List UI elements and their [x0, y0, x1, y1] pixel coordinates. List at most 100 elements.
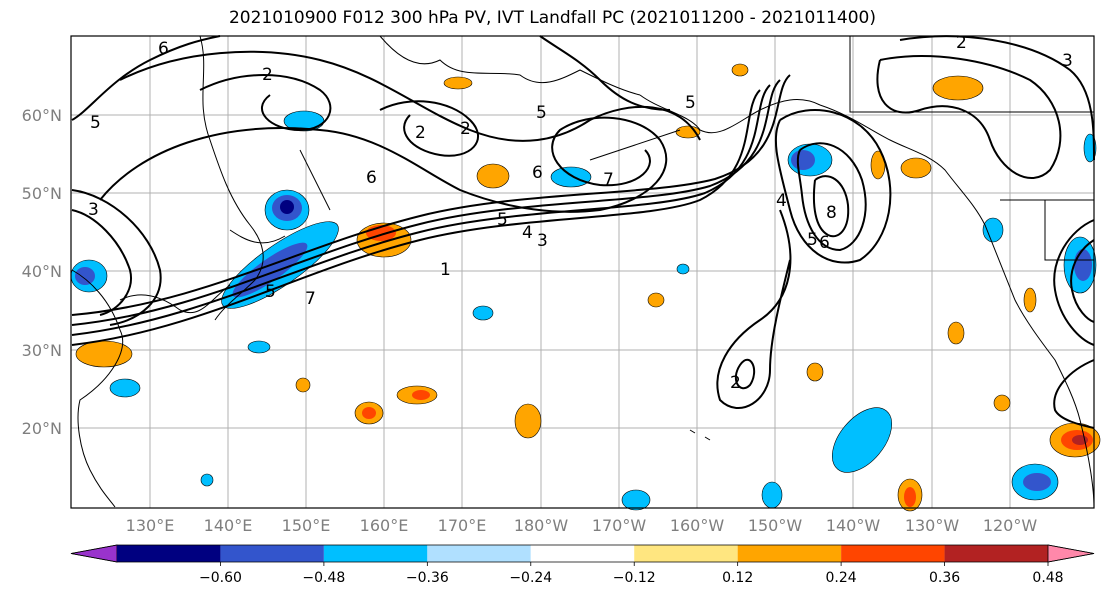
pv-anomaly-negative: [1074, 249, 1092, 281]
colorbar-tick-label: 0.24: [826, 570, 857, 586]
latitude-label: 50°N: [22, 184, 62, 203]
pv-anomaly-positive: [904, 487, 916, 507]
colorbar-segment: [634, 545, 738, 562]
colorbar-segment: [427, 545, 531, 562]
pv-anomaly-negative: [982, 217, 1004, 243]
longitude-label: 180°W: [514, 516, 569, 535]
colorbar-tick-labels: −0.60 −0.48 −0.36 −0.24 −0.12 0.12 0.24 0.36 0.4…: [199, 562, 1064, 586]
graticule: [71, 36, 1094, 508]
contour-label: 3: [88, 200, 99, 220]
pv-anomaly-negative: [200, 473, 214, 487]
longitude-label: 170°E: [438, 516, 487, 535]
colorbar-segment: [530, 545, 635, 562]
pv-anomaly-positive: [870, 150, 886, 180]
contour-label: 7: [305, 289, 316, 309]
contour-label: 5: [90, 113, 101, 133]
pv-anomaly-positive: [443, 76, 473, 90]
contour-label: 5: [265, 282, 276, 302]
contour-label: 5: [685, 93, 696, 113]
latitude-label: 20°N: [22, 419, 62, 438]
colorbar-tick-label: −0.12: [613, 570, 656, 586]
contour-label: 1: [440, 260, 451, 280]
pv-anomaly-positive: [75, 340, 133, 368]
pv-anomaly-positive: [362, 407, 376, 419]
pv-anomaly-negative: [761, 481, 783, 509]
colorbar-segment: [323, 545, 428, 562]
pv-anomaly-positive: [947, 321, 965, 345]
pv-anomaly-positive: [993, 394, 1011, 412]
colorbar-segment: [220, 545, 324, 562]
contour-label: 2: [415, 123, 426, 143]
longitude-label: 120°W: [983, 516, 1038, 535]
pv-anomaly-positive: [731, 63, 749, 77]
pv-anomaly-positive: [514, 403, 542, 439]
pv-anomaly-negative: [1023, 473, 1051, 491]
contour-label: 5: [497, 210, 508, 230]
contour-label: 2: [460, 119, 471, 139]
contour-label: 3: [1062, 51, 1073, 71]
longitude-label: 150°E: [282, 516, 331, 535]
colorbar-tick-label: −0.36: [406, 570, 449, 586]
pv-anomaly-positive: [900, 157, 932, 179]
pv-anomaly-negative: [472, 305, 494, 321]
contour-label: 6: [158, 39, 169, 59]
contour-label: 4: [522, 223, 533, 243]
longitude-label: 150°W: [748, 516, 803, 535]
colorbar: [70, 544, 1095, 563]
contour-label: 2: [730, 373, 741, 393]
pv-anomaly-positive: [476, 163, 510, 189]
latitude-label: 60°N: [22, 106, 62, 125]
pv-anomaly-positive: [412, 390, 430, 400]
pv-anomaly-negative: [550, 166, 592, 188]
colorbar-extend-high: [1047, 544, 1095, 563]
pv-anomaly-negative: [832, 407, 892, 473]
colorbar-tick-label: −0.60: [199, 570, 242, 586]
contour-label: 6: [819, 233, 830, 253]
longitude-label: 160°E: [360, 516, 409, 535]
pv-anomaly-fills: [70, 63, 1101, 512]
pv-anomaly-positive: [295, 377, 311, 393]
colorbar-tick-label: −0.48: [302, 570, 345, 586]
pv-anomaly-negative: [791, 150, 815, 170]
pv-anomaly-negative: [247, 340, 271, 354]
contour-label: 4: [776, 191, 787, 211]
colorbar-segment: [117, 545, 221, 562]
contour-label: 2: [956, 33, 967, 53]
colorbar-tick-label: 0.12: [722, 570, 753, 586]
pv-anomaly-positive: [806, 362, 824, 382]
colorbar-tick-label: −0.24: [509, 570, 552, 586]
colorbar-segment: [737, 545, 842, 562]
colorbar-tick-label: 0.36: [929, 570, 960, 586]
contour-label: 8: [826, 203, 837, 223]
colorbar-extend-low: [70, 544, 118, 563]
contour-labels: 6 2 5 3 2 5 6 5 4 3 1 6 7 5 2 8 6 5 4 3 …: [88, 33, 1073, 393]
contour-label: 2: [262, 65, 273, 85]
latitude-label: 40°N: [22, 262, 62, 281]
longitude-label: 130°E: [126, 516, 175, 535]
longitude-label: 170°W: [592, 516, 647, 535]
colorbar-outline: [70, 544, 1095, 563]
latitude-label: 30°N: [22, 341, 62, 360]
pv-anomaly-positive: [1023, 287, 1037, 313]
longitude-label: 140°W: [826, 516, 881, 535]
latitude-labels: 60°N 50°N 40°N 30°N 20°N: [22, 106, 62, 438]
pv-anomaly-negative: [676, 263, 690, 275]
longitude-labels: 130°E 140°E 150°E 160°E 170°E 180°W 170°W 160°W…: [126, 516, 1038, 535]
pv-anomaly-positive: [647, 292, 665, 308]
ivt-contours: [71, 35, 1095, 429]
pv-anomaly-negative: [280, 200, 294, 214]
longitude-label: 140°E: [204, 516, 253, 535]
contour-label: 6: [532, 163, 543, 183]
pv-anomaly-negative: [621, 489, 651, 511]
chart-title: 2021010900 F012 300 hPa PV, IVT Landfall…: [228, 8, 876, 28]
colorbar-tick-label: 0.48: [1032, 570, 1063, 586]
contour-label: 5: [536, 103, 547, 123]
pv-anomaly-positive: [932, 75, 984, 101]
colorbar-segment: [944, 545, 1048, 562]
colorbar-segment: [841, 545, 945, 562]
coastlines: [71, 35, 1095, 508]
map-frame: [70, 35, 1095, 509]
contour-label: 5: [807, 230, 818, 250]
longitude-label: 130°W: [905, 516, 960, 535]
